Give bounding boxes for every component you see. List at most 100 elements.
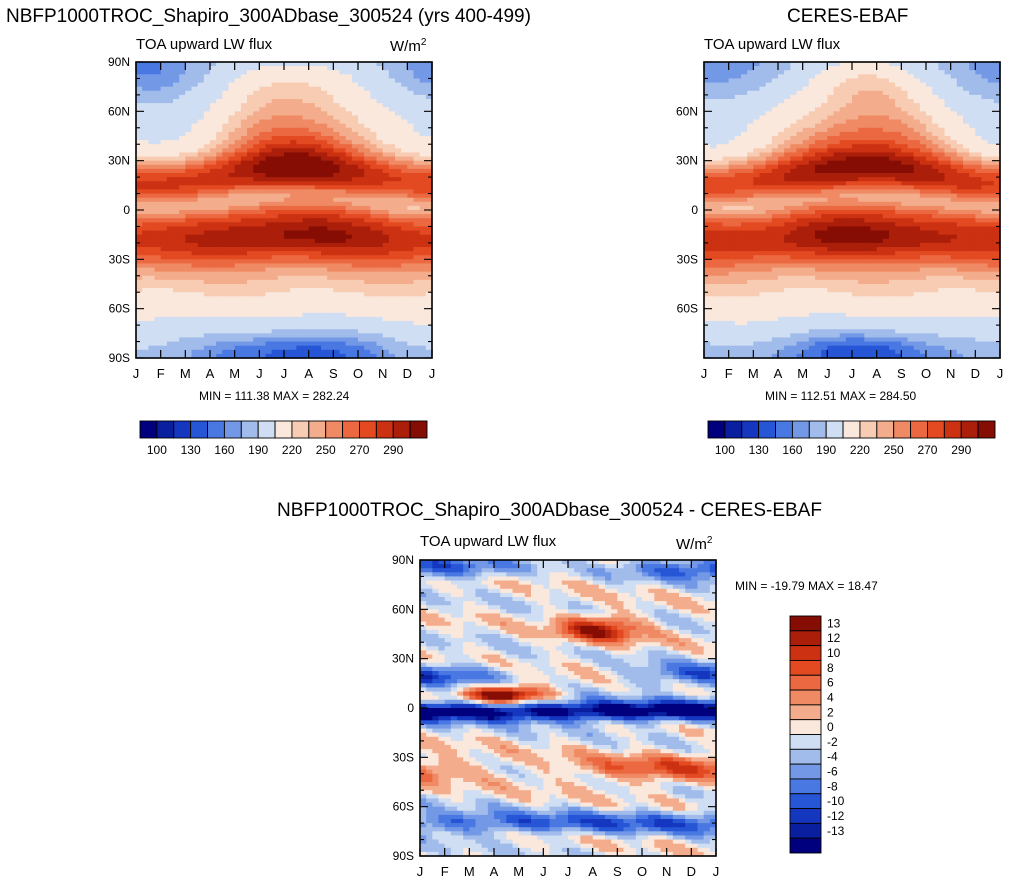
heatmap-cell [185,251,193,256]
heatmap-cell [901,127,909,133]
heatmap-cell [876,94,884,100]
heatmap-cell [166,160,174,166]
heatmap-cell [425,222,433,228]
heatmap-cell [284,90,291,96]
heatmap-cell [747,66,754,71]
heatmap-cell [882,123,890,129]
heatmap-cell [425,140,433,145]
heatmap-cell [277,107,285,112]
heatmap-cell [382,300,390,306]
heatmap-cell [821,160,828,166]
heatmap-cell [308,353,316,359]
heatmap-cell [240,156,248,162]
heatmap-cell [901,66,909,71]
heatmap-cell [778,78,785,84]
heatmap-cell [956,115,964,121]
heatmap-cell [166,181,174,186]
heatmap-cell [197,205,205,211]
heatmap-cell [765,181,773,186]
heatmap-cell [253,197,260,203]
heatmap-cell [339,279,347,285]
heatmap-cell [364,140,371,145]
heatmap-cell [889,111,896,117]
heatmap-cell [191,234,199,240]
heatmap-cell [197,115,205,121]
heatmap-cell [388,136,396,141]
heatmap-cell [154,148,162,154]
heatmap-cell [333,99,341,104]
heatmap-cell [407,115,415,121]
heatmap-cell [975,131,983,137]
heatmap-cell [944,66,952,71]
y-tick-label: 90N [108,55,130,69]
heatmap-cell [136,214,143,219]
heatmap-cell [271,279,279,285]
heatmap-cell [216,218,223,223]
heatmap-cell [704,131,711,137]
heatmap-cell [950,111,958,117]
heatmap-cell [203,111,211,117]
heatmap-cell [987,177,995,182]
heatmap-cell [845,94,853,100]
heatmap-cell [388,345,396,351]
heatmap-cell [710,90,717,96]
heatmap-cell [382,66,390,71]
heatmap-cell [790,82,798,88]
heatmap-cell [160,296,168,302]
heatmap-cell [191,136,199,141]
heatmap-cell [191,341,199,347]
heatmap-cell [173,234,180,240]
heatmap-cell [203,136,211,141]
heatmap-cell [321,107,328,112]
heatmap-cell [166,316,174,322]
heatmap-cell [247,337,254,343]
heatmap-cell [882,160,890,166]
heatmap-cell [240,325,248,330]
heatmap-cell [333,160,341,166]
heatmap-cell [401,325,408,330]
heatmap-cell [969,156,976,162]
heatmap-cell [395,181,402,186]
heatmap-cell [987,164,995,170]
colorbar-label: 270 [349,443,369,457]
heatmap-cell [333,181,341,186]
heatmap-cell [710,148,717,154]
heatmap-cell [395,308,402,314]
heatmap-cell [296,247,304,252]
heatmap-cell [265,222,273,228]
heatmap-cell [142,226,149,232]
heatmap-cell [259,181,267,186]
heatmap-cell [321,177,328,182]
heatmap-cell [419,78,427,84]
heatmap-cell [296,160,304,166]
heatmap-cell [388,329,396,334]
heatmap-cell [173,321,180,326]
heatmap-cell [833,90,841,96]
heatmap-cell [179,337,186,343]
heatmap-cell [382,94,390,100]
heatmap-cell [370,316,378,322]
heatmap-cell [321,86,328,92]
heatmap-cell [197,136,205,141]
heatmap-cell [710,123,717,129]
heatmap-cell [395,177,402,182]
heatmap-cell [987,66,995,71]
heatmap-cell [296,230,304,236]
heatmap-cell [290,74,297,80]
heatmap-cell [271,337,279,343]
heatmap-cell [234,160,242,166]
heatmap-cell [277,349,285,355]
heatmap-cell [382,140,390,145]
heatmap-cell [253,296,260,302]
heatmap-cell [716,62,724,67]
heatmap-cell [142,296,149,302]
heatmap-cell [710,103,717,108]
heatmap-cell [932,86,939,92]
heatmap-cell [333,296,341,302]
heatmap-cell [308,279,316,285]
heatmap-cell [185,193,193,199]
heatmap-cell [401,341,408,347]
heatmap-cell [271,304,279,310]
heatmap-cell [784,62,791,67]
heatmap-cell [142,308,149,314]
